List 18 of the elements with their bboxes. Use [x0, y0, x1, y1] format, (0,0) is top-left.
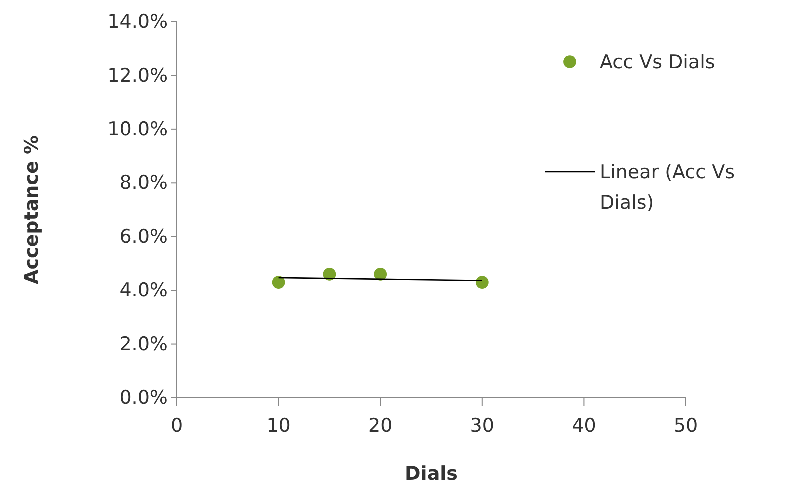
y-tick-label: 10.0%	[108, 118, 168, 141]
legend-label: Linear (Acc Vs Dials)	[600, 162, 735, 214]
y-tick-label: 4.0%	[120, 280, 168, 302]
y-tick-label: 8.0%	[120, 172, 168, 194]
y-tick-label: 0.0%	[120, 387, 168, 410]
x-tick-label: 10	[266, 414, 291, 437]
x-tick-label: 0	[170, 414, 184, 437]
y-tick-label: 6.0%	[120, 226, 168, 248]
y-tick-label: 14.0%	[108, 11, 168, 34]
y-axis-title: Acceptance %	[21, 136, 43, 284]
x-tick-label: 50	[674, 414, 698, 437]
x-tick-label: 20	[368, 414, 393, 437]
x-tick-label: 30	[470, 414, 494, 437]
y-tick-label: 12.0%	[108, 64, 168, 87]
legend-label: Acc Vs Dials	[600, 52, 716, 74]
x-axis-title: Dials	[405, 463, 458, 485]
x-tick-label: 40	[572, 414, 596, 437]
y-tick-label: 2.0%	[120, 333, 168, 356]
